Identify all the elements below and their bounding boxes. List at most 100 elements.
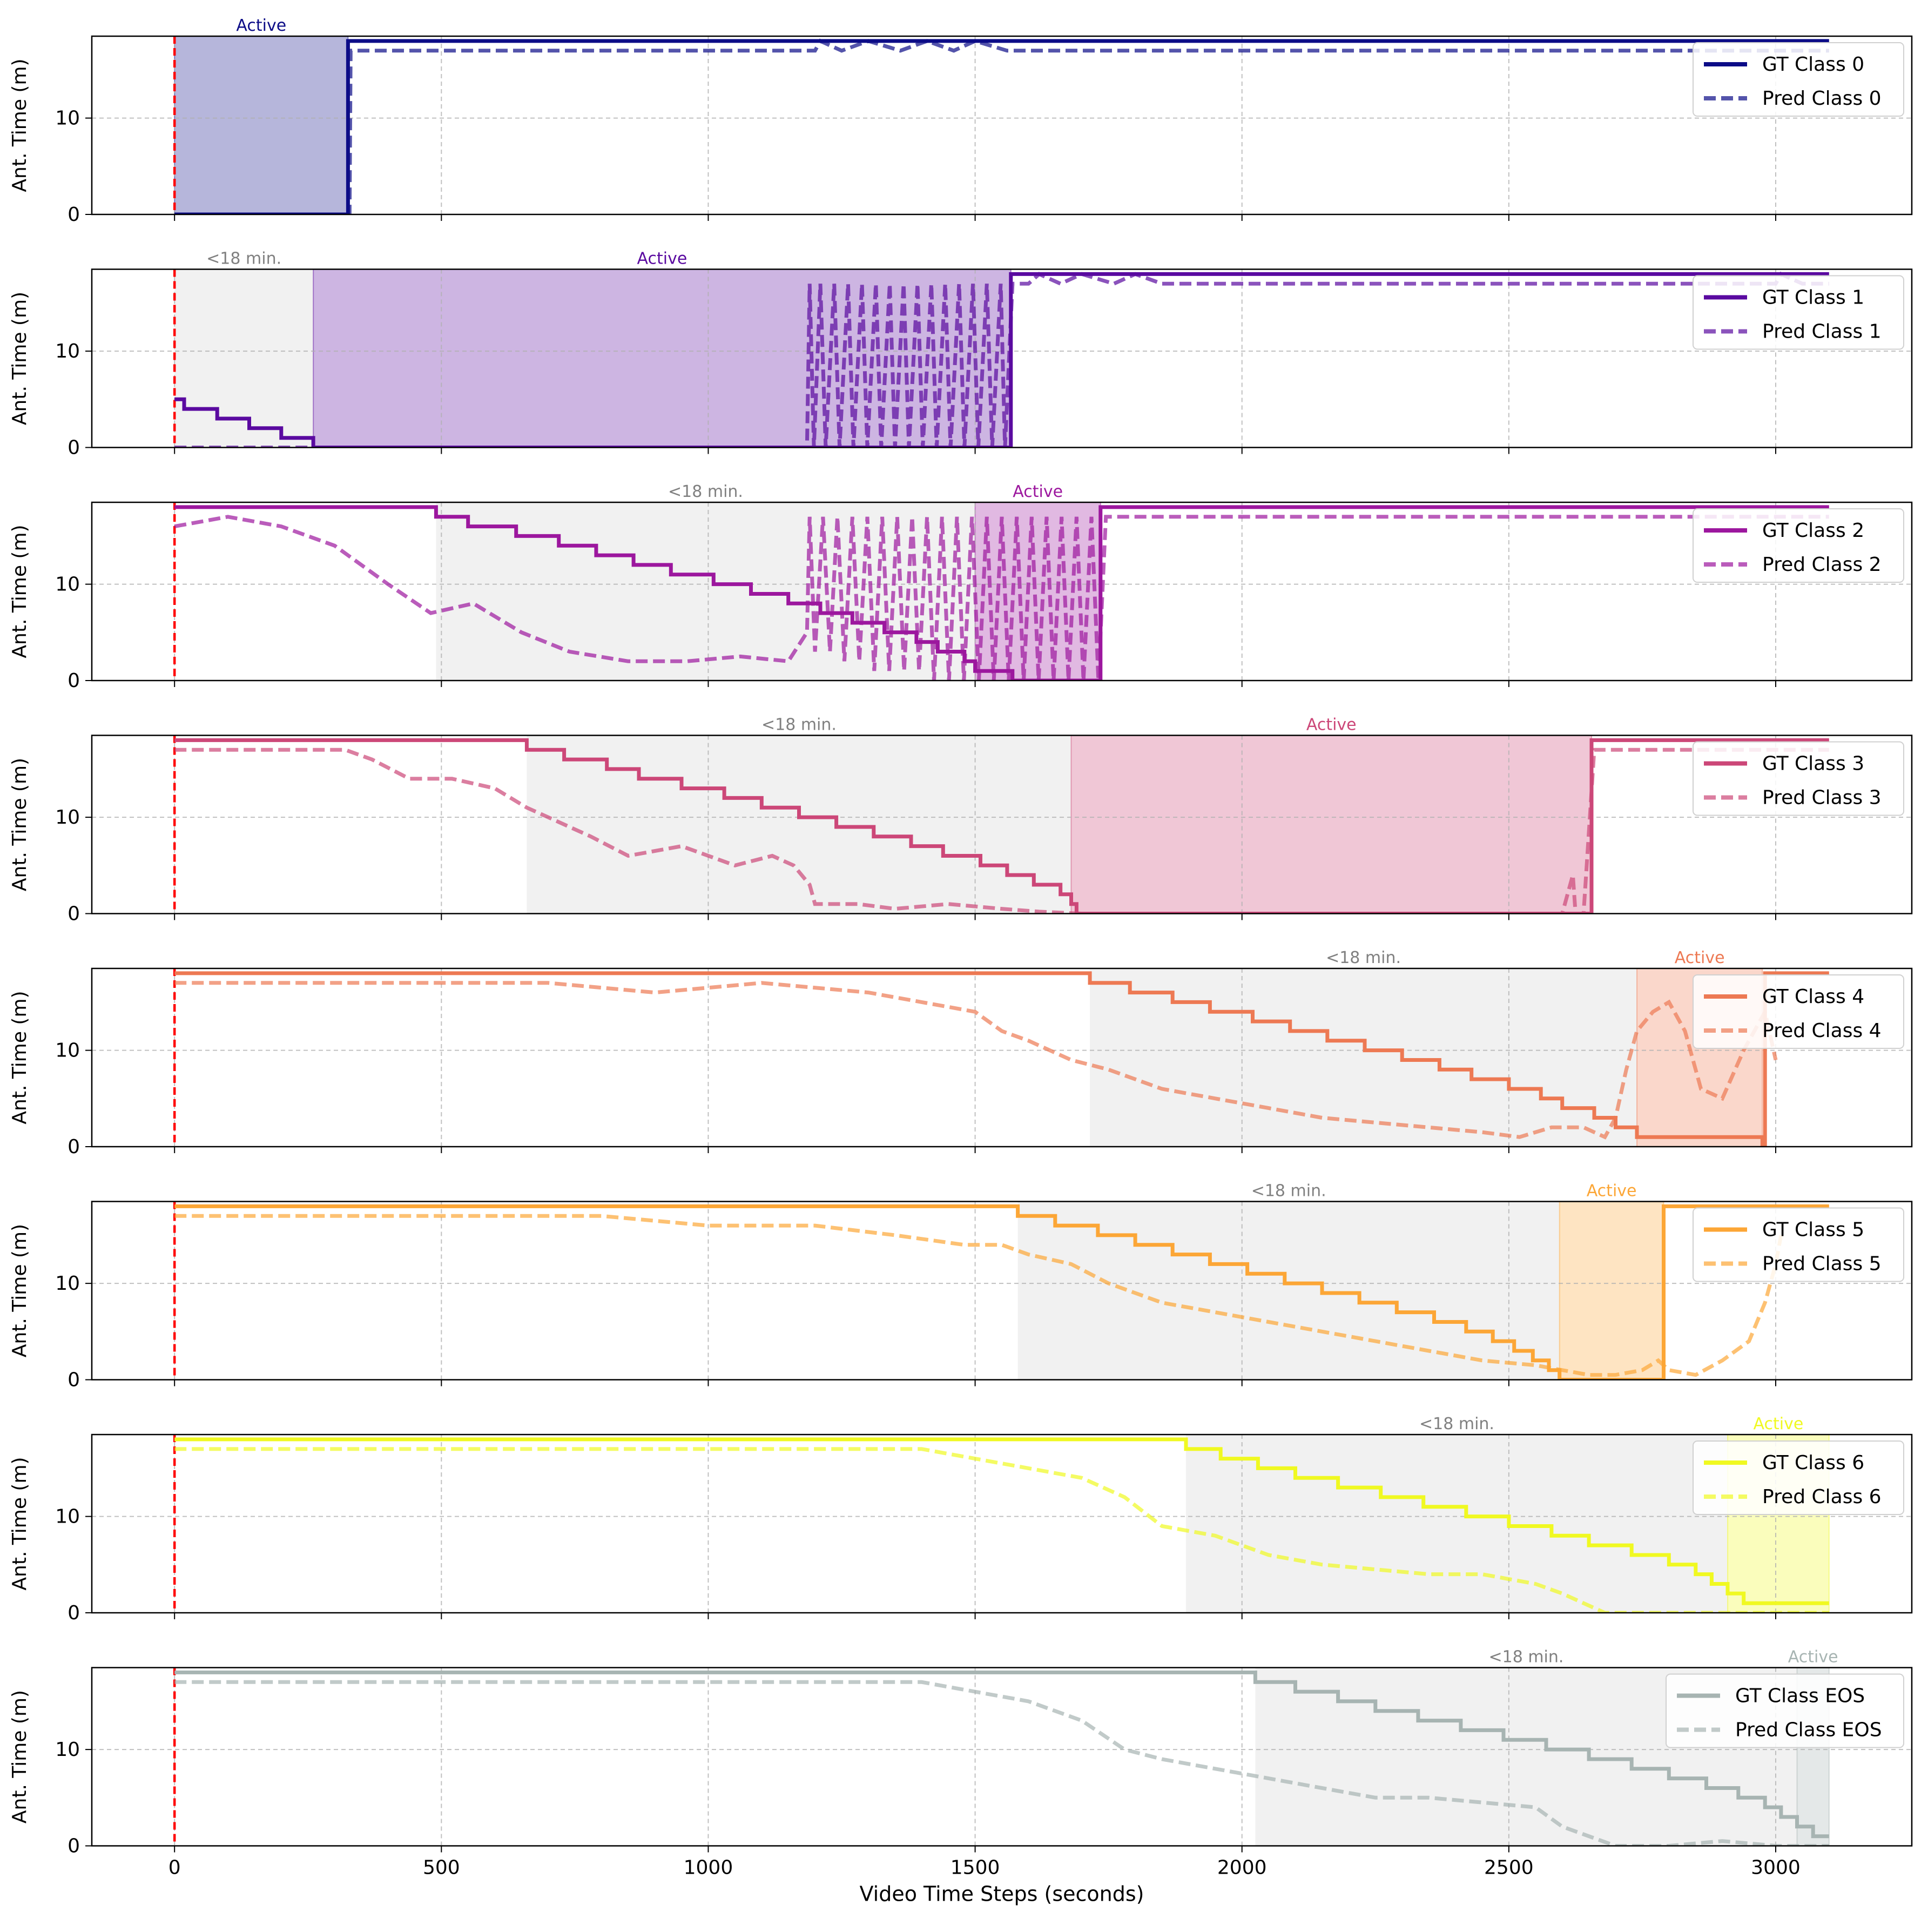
legend-pred-label: Pred Class EOS: [1735, 1719, 1882, 1741]
y-tick-label: 10: [55, 1739, 80, 1761]
panel-frame: [91, 967, 1913, 1148]
y-axis-label: Ant. Time (m): [9, 58, 31, 192]
legend-gt-label: GT Class EOS: [1735, 1685, 1865, 1707]
panel-frame: [91, 735, 1913, 914]
panel-class-5: <18 min. Active 0 10 Ant. Time (m) GT Class 5…: [9, 1182, 1913, 1391]
legend-pred-label: Pred Class 6: [1762, 1486, 1882, 1508]
y-tick-label: 0: [68, 670, 80, 692]
pred-series-line: [174, 981, 1778, 1140]
y-axis-label: Ant. Time (m): [9, 292, 31, 425]
x-tick-label: 0: [168, 1857, 181, 1879]
legend-gt-label: GT Class 5: [1762, 1219, 1864, 1241]
panel-class-1: <18 min. Active 0 10 Ant. Time (m) GT Class 1…: [9, 250, 1913, 459]
y-tick-label: 10: [55, 806, 80, 829]
active-region-label: Active: [236, 16, 286, 35]
x-tick-label: 3000: [1751, 1857, 1801, 1879]
legend-pred-label: Pred Class 5: [1762, 1253, 1882, 1275]
y-axis-label: Ant. Time (m): [9, 1224, 31, 1357]
active-region-label: Active: [1587, 1182, 1637, 1201]
near-region-label: <18 min.: [1251, 1182, 1326, 1201]
pred-series-line: [174, 748, 1829, 914]
legend-gt-label: GT Class 0: [1762, 53, 1864, 76]
y-axis-label: Ant. Time (m): [9, 524, 31, 658]
panel-frame: [91, 268, 1913, 448]
y-axis-label: Ant. Time (m): [9, 1690, 31, 1823]
pred-series-line: [174, 38, 1829, 214]
legend-gt-label: GT Class 4: [1762, 986, 1864, 1008]
near-region: [1090, 968, 1637, 1147]
near-region-label: <18 min.: [206, 250, 281, 268]
pred-series-line: [174, 1214, 1783, 1377]
near-region-label: <18 min.: [1326, 948, 1401, 967]
legend-pred-label: Pred Class 2: [1762, 554, 1882, 576]
gt-series-line: [174, 505, 1829, 681]
x-axis-label: Video Time Steps (seconds): [860, 1882, 1144, 1906]
y-tick-label: 0: [68, 437, 80, 459]
panel-frame: [91, 1433, 1913, 1614]
panel-class-2: <18 min. Active 0 10 Ant. Time (m) GT Class 2…: [9, 482, 1913, 692]
active-region-label: Active: [637, 250, 687, 268]
panel-frame: [91, 1667, 1913, 1847]
active-region-label: Active: [1013, 482, 1063, 501]
legend-pred-label: Pred Class 4: [1762, 1020, 1882, 1042]
gt-series-line: [174, 1670, 1829, 1839]
legend-gt-label: GT Class 1: [1762, 287, 1864, 309]
y-tick-label: 10: [55, 574, 80, 596]
near-region: [1185, 1435, 1728, 1613]
legend-gt-label: GT Class 3: [1762, 753, 1864, 775]
near-region: [527, 735, 1071, 914]
active-region: [1070, 735, 1593, 914]
y-axis-label: Ant. Time (m): [9, 758, 31, 891]
near-region: [1017, 1201, 1560, 1380]
panel-frame: [91, 501, 1913, 682]
legend-pred-label: Pred Class 3: [1762, 787, 1882, 809]
active-region-label: Active: [1754, 1415, 1804, 1433]
panel-frame: [91, 35, 1913, 216]
active-region: [1559, 1201, 1664, 1381]
y-tick-label: 10: [55, 1040, 80, 1062]
y-tick-label: 0: [68, 1369, 80, 1391]
x-tick-label: 2500: [1484, 1857, 1534, 1879]
y-tick-label: 0: [68, 903, 80, 925]
gt-series-line: [174, 39, 1829, 214]
legend-gt-label: GT Class 2: [1762, 520, 1864, 542]
near-region-label: <18 min.: [668, 482, 743, 501]
near-region-label: <18 min.: [1488, 1648, 1563, 1667]
y-tick-label: 0: [68, 204, 80, 226]
x-tick-label: 500: [423, 1857, 460, 1879]
y-tick-label: 0: [68, 1136, 80, 1158]
gt-series-line: [174, 1437, 1829, 1605]
panel-class-EOS: <18 min. Active 0 10 Ant. Time (m) GT Class E…: [9, 1648, 1913, 1857]
active-region-label: Active: [1306, 716, 1357, 735]
legend-box: [1666, 1673, 1904, 1748]
y-tick-label: 10: [55, 1273, 80, 1295]
gt-series-line: [174, 1204, 1829, 1380]
panel-class-6: <18 min. Active 0 10 Ant. Time (m) GT Class 6…: [9, 1415, 1913, 1624]
y-tick-label: 0: [68, 1602, 80, 1624]
y-tick-label: 10: [55, 340, 80, 362]
gt-series-line: [174, 272, 1829, 448]
gt-series-line: [174, 738, 1829, 914]
y-tick-label: 0: [68, 1835, 80, 1857]
x-tick-label: 1000: [684, 1857, 733, 1879]
near-region-label: <18 min.: [1419, 1415, 1494, 1433]
pred-series-line: [174, 271, 1829, 448]
panel-class-0: Active 0 10 Ant. Time (m) GT Class 0 Pred Cla…: [9, 16, 1913, 226]
pred-series-line: [174, 1447, 1829, 1613]
panel-class-3: <18 min. Active 0 10 Ant. Time (m) GT Class 3…: [9, 716, 1913, 925]
y-tick-label: 10: [55, 1506, 80, 1528]
x-tick-label: 2000: [1217, 1857, 1267, 1879]
legend-gt-label: GT Class 6: [1762, 1452, 1864, 1474]
legend-pred-label: Pred Class 0: [1762, 87, 1882, 110]
pred-series-line: [174, 515, 1829, 681]
active-region-label: Active: [1675, 948, 1725, 967]
near-region: [174, 269, 314, 448]
panel-class-4: <18 min. Active 0 10 Ant. Time (m) GT Class 4…: [9, 948, 1913, 1158]
legend-pred-label: Pred Class 1: [1762, 321, 1882, 343]
y-axis-label: Ant. Time (m): [9, 991, 31, 1124]
y-tick-label: 10: [55, 107, 80, 130]
x-tick-label: 1500: [950, 1857, 1000, 1879]
active-region: [174, 36, 349, 215]
